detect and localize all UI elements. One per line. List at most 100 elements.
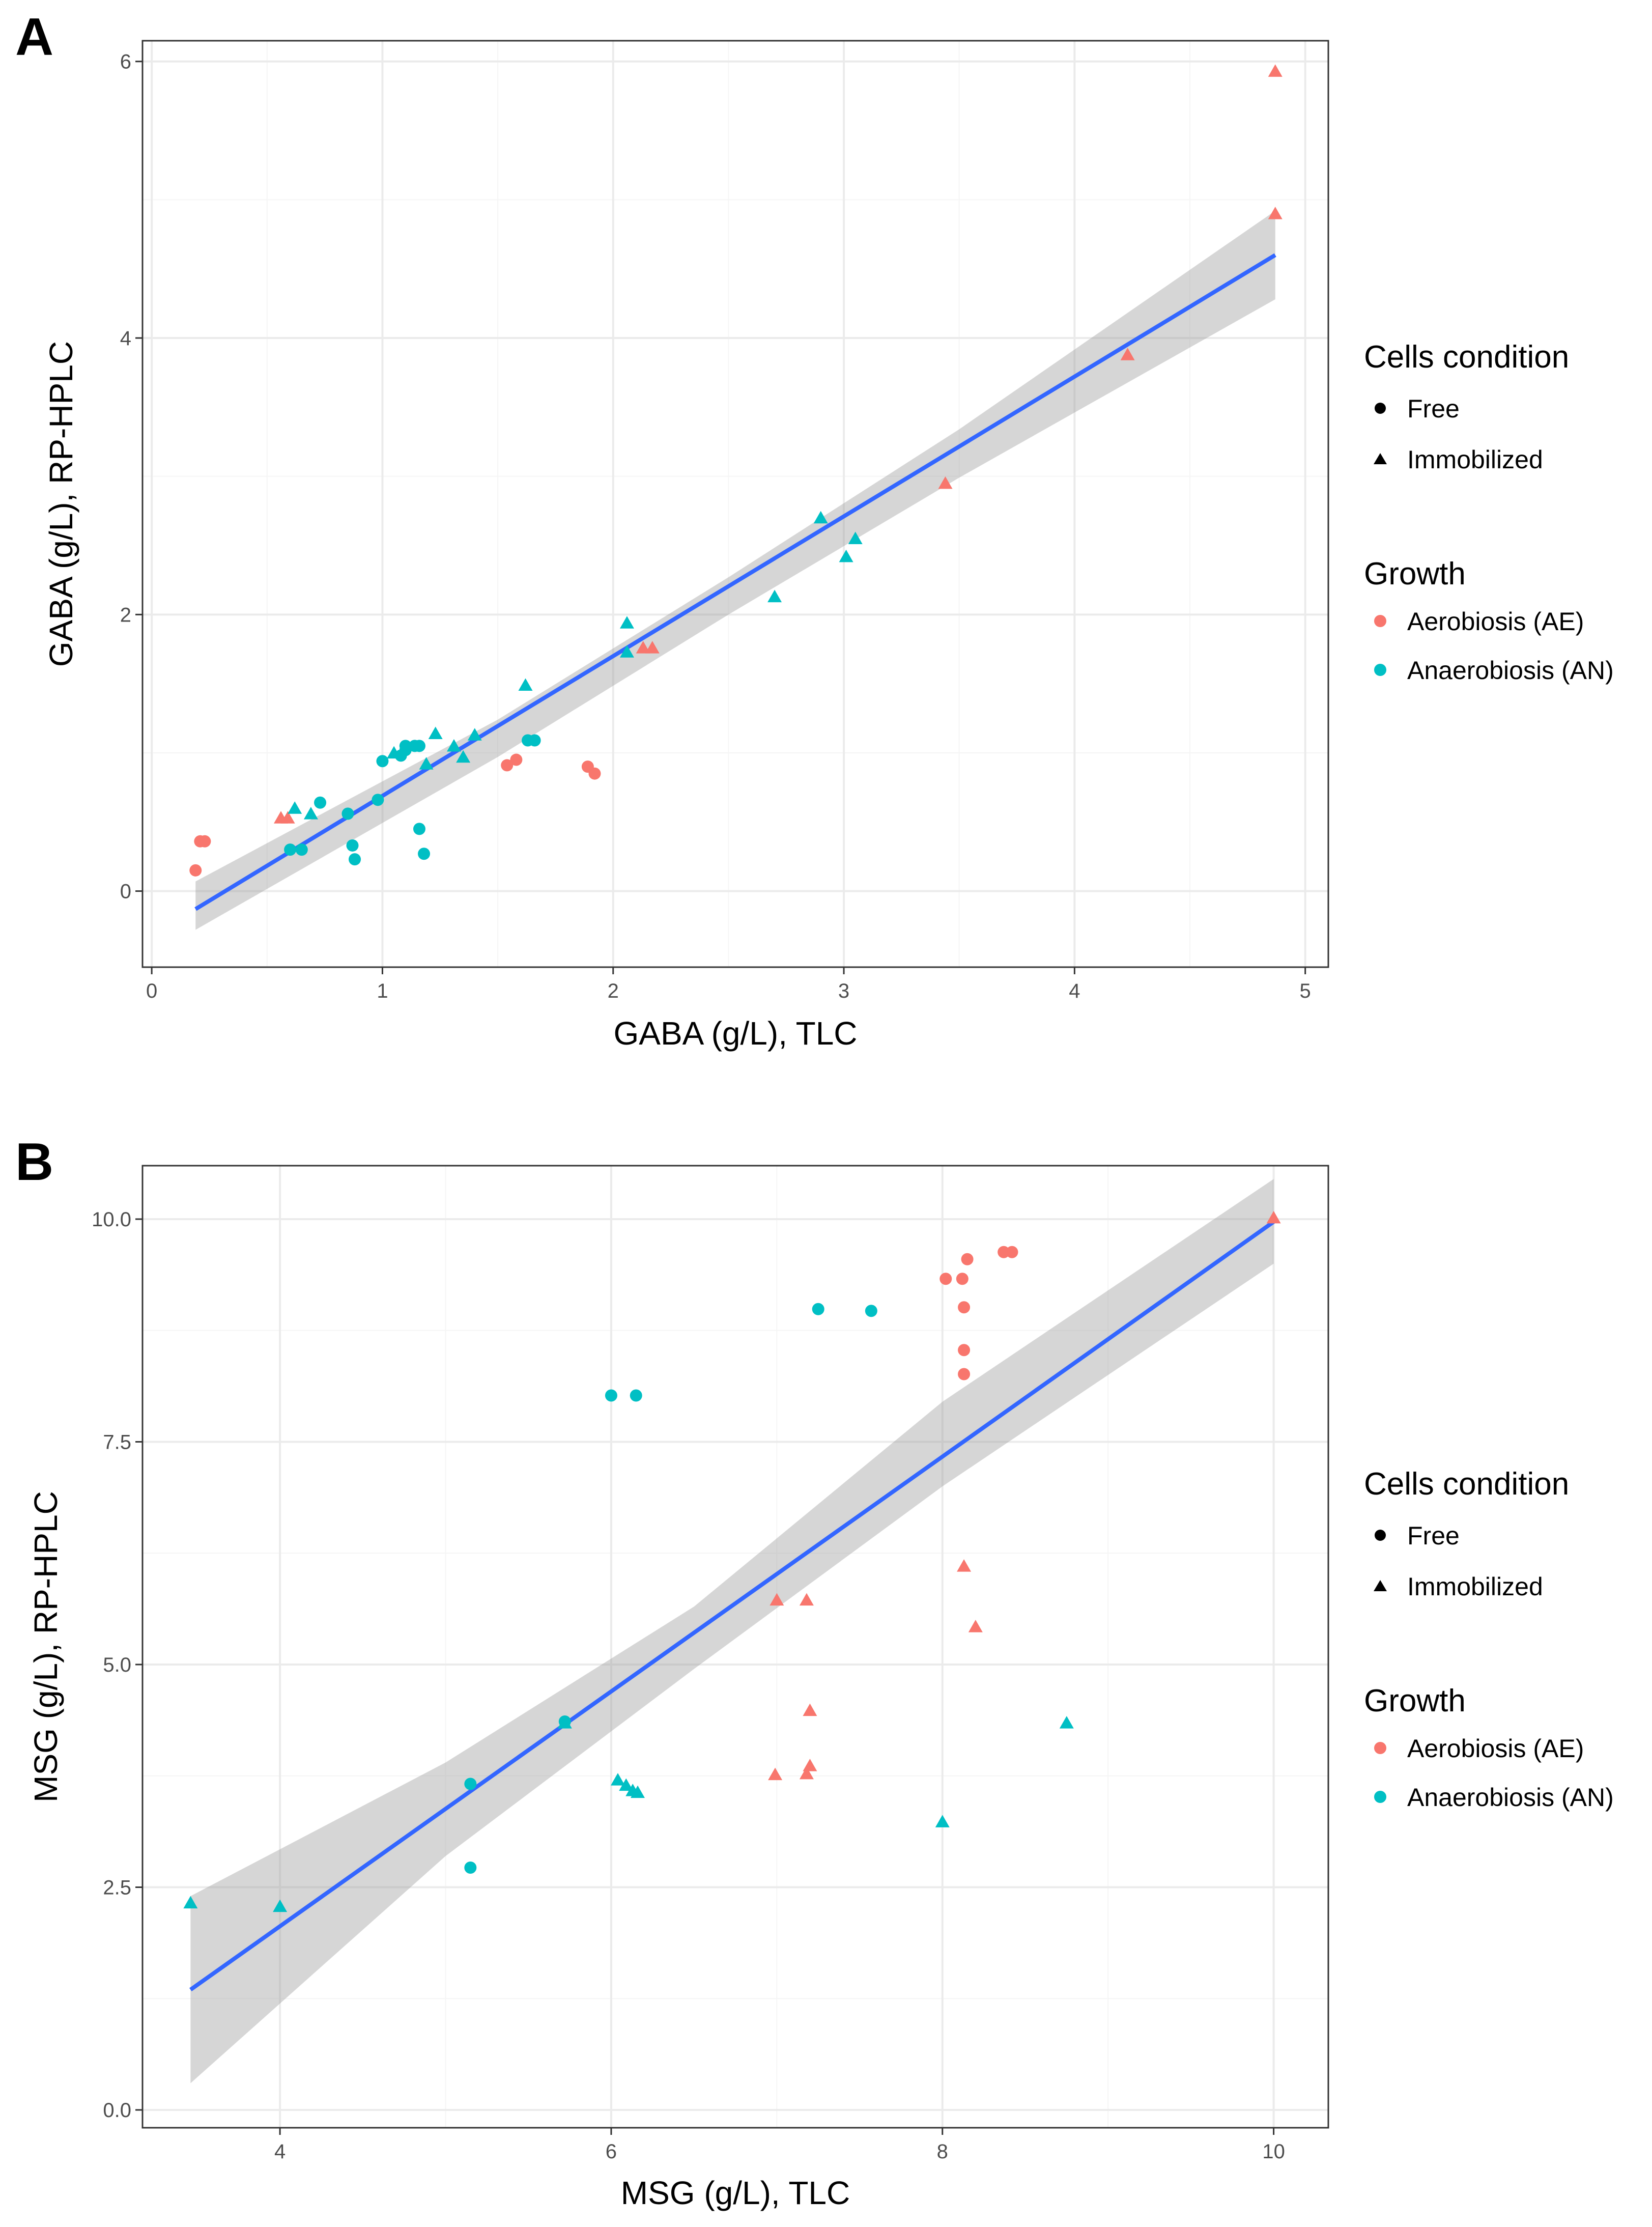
data-point-free-an xyxy=(812,1303,824,1315)
panel-a: A 0 1 2 3 4 5 0 2 4 6 GABA (g/L), TLC GABA (g/L)… xyxy=(15,8,1614,1052)
data-point-free-ae xyxy=(189,864,202,877)
panel-b-plot-frame xyxy=(141,1165,1329,2129)
data-point-immobilized-an xyxy=(467,728,482,741)
panel-a-confidence-band xyxy=(195,211,1275,930)
data-point-immobilized-an xyxy=(848,531,863,545)
data-point-immobilized-ae xyxy=(645,641,660,654)
panel-b-legend-free: Free xyxy=(1407,1521,1460,1550)
data-point-free-ae xyxy=(510,753,523,766)
data-point-immobilized-an xyxy=(456,750,471,763)
data-point-free-an xyxy=(399,740,412,752)
x-tick-label: 2 xyxy=(608,980,619,1002)
legend-immobilized-triangle-icon xyxy=(1374,1580,1387,1591)
x-tick-label: 4 xyxy=(274,2140,286,2163)
x-tick-label: 10 xyxy=(1262,2140,1285,2163)
data-point-free-ae xyxy=(588,767,601,780)
data-point-immobilized-ae xyxy=(1266,1210,1281,1224)
x-tick-label: 1 xyxy=(377,980,388,1002)
data-point-immobilized-an xyxy=(619,616,634,629)
panel-a-legend-anaerobiosis: Anaerobiosis (AN) xyxy=(1407,656,1614,685)
panel-a-legend-shape-title: Cells condition xyxy=(1364,340,1569,375)
data-point-free-an xyxy=(295,843,308,856)
panel-b-grid xyxy=(143,1166,1328,2128)
panel-b-legend: Cells condition Free Immobilized Growth … xyxy=(1364,1467,1614,1812)
data-point-immobilized-ae xyxy=(280,811,295,824)
x-tick-label: 0 xyxy=(146,980,157,1002)
data-point-immobilized-ae xyxy=(1268,207,1283,219)
data-point-free-an xyxy=(314,796,327,809)
data-point-immobilized-ae xyxy=(1268,64,1283,77)
data-point-free-ae xyxy=(958,1344,971,1357)
x-tick-label: 6 xyxy=(606,2140,617,2163)
y-tick-label: 0 xyxy=(120,881,131,903)
panel-a-points xyxy=(189,64,1283,877)
data-point-immobilized-ae xyxy=(968,1620,983,1632)
panel-b-y-axis: 0.0 2.5 5.0 7.5 10.0 xyxy=(92,1208,143,2122)
legend-aerobiosis-swatch-icon xyxy=(1374,1742,1386,1754)
data-point-immobilized-an xyxy=(273,1899,288,1912)
panel-a-legend-free: Free xyxy=(1407,394,1460,423)
data-point-free-ae xyxy=(939,1273,952,1285)
y-tick-label: 7.5 xyxy=(103,1431,131,1454)
data-point-immobilized-an xyxy=(631,1785,645,1798)
data-point-free-ae xyxy=(1006,1246,1018,1258)
data-point-free-ae xyxy=(958,1301,971,1314)
panel-a-y-axis: 0 2 4 6 xyxy=(120,51,143,903)
y-tick-label: 2 xyxy=(120,604,131,626)
data-point-immobilized-an xyxy=(419,757,434,770)
data-point-immobilized-an xyxy=(183,1896,198,1909)
data-point-immobilized-an xyxy=(813,511,828,524)
panel-a-tag: A xyxy=(15,8,53,67)
data-point-immobilized-ae xyxy=(799,1766,814,1780)
panel-b-legend-color-title: Growth xyxy=(1364,1683,1466,1718)
panel-a-plot-background xyxy=(143,41,1328,967)
panel-a-plot-frame xyxy=(141,40,1329,968)
y-tick-label: 6 xyxy=(120,51,131,73)
data-point-free-ae xyxy=(958,1368,971,1380)
data-point-immobilized-an xyxy=(610,1773,625,1786)
data-point-free-an xyxy=(346,839,359,852)
data-point-free-ae xyxy=(501,759,514,772)
data-point-free-an xyxy=(630,1389,642,1402)
data-point-immobilized-an xyxy=(839,549,853,562)
panel-b-legend-anaerobiosis: Anaerobiosis (AN) xyxy=(1407,1783,1614,1812)
data-point-free-an xyxy=(413,740,425,752)
panel-a-legend-immobilized: Immobilized xyxy=(1407,445,1543,474)
data-point-free-an xyxy=(464,1778,477,1790)
y-tick-label: 5.0 xyxy=(103,1654,131,1676)
data-point-immobilized-an xyxy=(303,807,318,820)
legend-anaerobiosis-swatch-icon xyxy=(1374,1791,1386,1803)
data-point-free-an xyxy=(413,823,425,835)
panel-a-x-axis-title: GABA (g/L), TLC xyxy=(614,1015,858,1052)
panel-a-x-axis: 0 1 2 3 4 5 xyxy=(146,967,1311,1002)
data-point-immobilized-an xyxy=(446,739,461,752)
data-point-immobilized-an xyxy=(557,1716,572,1729)
panel-b: B 4 6 8 10 0.02.55.07.510.0 MSG (g/L), TLC … xyxy=(15,1133,1614,2211)
x-tick-label: 5 xyxy=(1300,980,1311,1002)
data-point-immobilized-ae xyxy=(1120,348,1135,360)
legend-immobilized-triangle-icon xyxy=(1374,453,1387,464)
y-tick-label: 10.0 xyxy=(92,1208,131,1231)
panel-b-tag: B xyxy=(15,1133,53,1192)
panel-a-legend: Cells condition Free Immobilized Growth … xyxy=(1364,340,1614,685)
data-point-free-ae xyxy=(961,1253,974,1265)
panel-b-x-axis-title: MSG (g/L), TLC xyxy=(621,2175,850,2211)
data-point-immobilized-an xyxy=(619,645,634,658)
data-point-free-an xyxy=(372,794,384,806)
panel-b-points xyxy=(183,1210,1281,1912)
legend-anaerobiosis-swatch-icon xyxy=(1374,664,1386,676)
data-point-immobilized-an xyxy=(387,746,402,759)
legend-free-circle-icon xyxy=(1375,1530,1386,1541)
data-point-immobilized-ae xyxy=(803,1759,817,1771)
data-point-immobilized-an xyxy=(518,678,533,691)
y-tick-label: 0.0 xyxy=(103,2099,131,2122)
x-tick-label: 4 xyxy=(1069,980,1080,1002)
panel-a-grid xyxy=(143,41,1328,967)
y-tick-label: 2.5 xyxy=(103,1877,131,1899)
data-point-free-an xyxy=(605,1389,617,1402)
data-point-immobilized-ae xyxy=(803,1703,817,1716)
data-point-immobilized-ae xyxy=(636,641,650,654)
data-point-immobilized-an xyxy=(619,1778,634,1791)
data-point-free-an xyxy=(528,734,541,747)
